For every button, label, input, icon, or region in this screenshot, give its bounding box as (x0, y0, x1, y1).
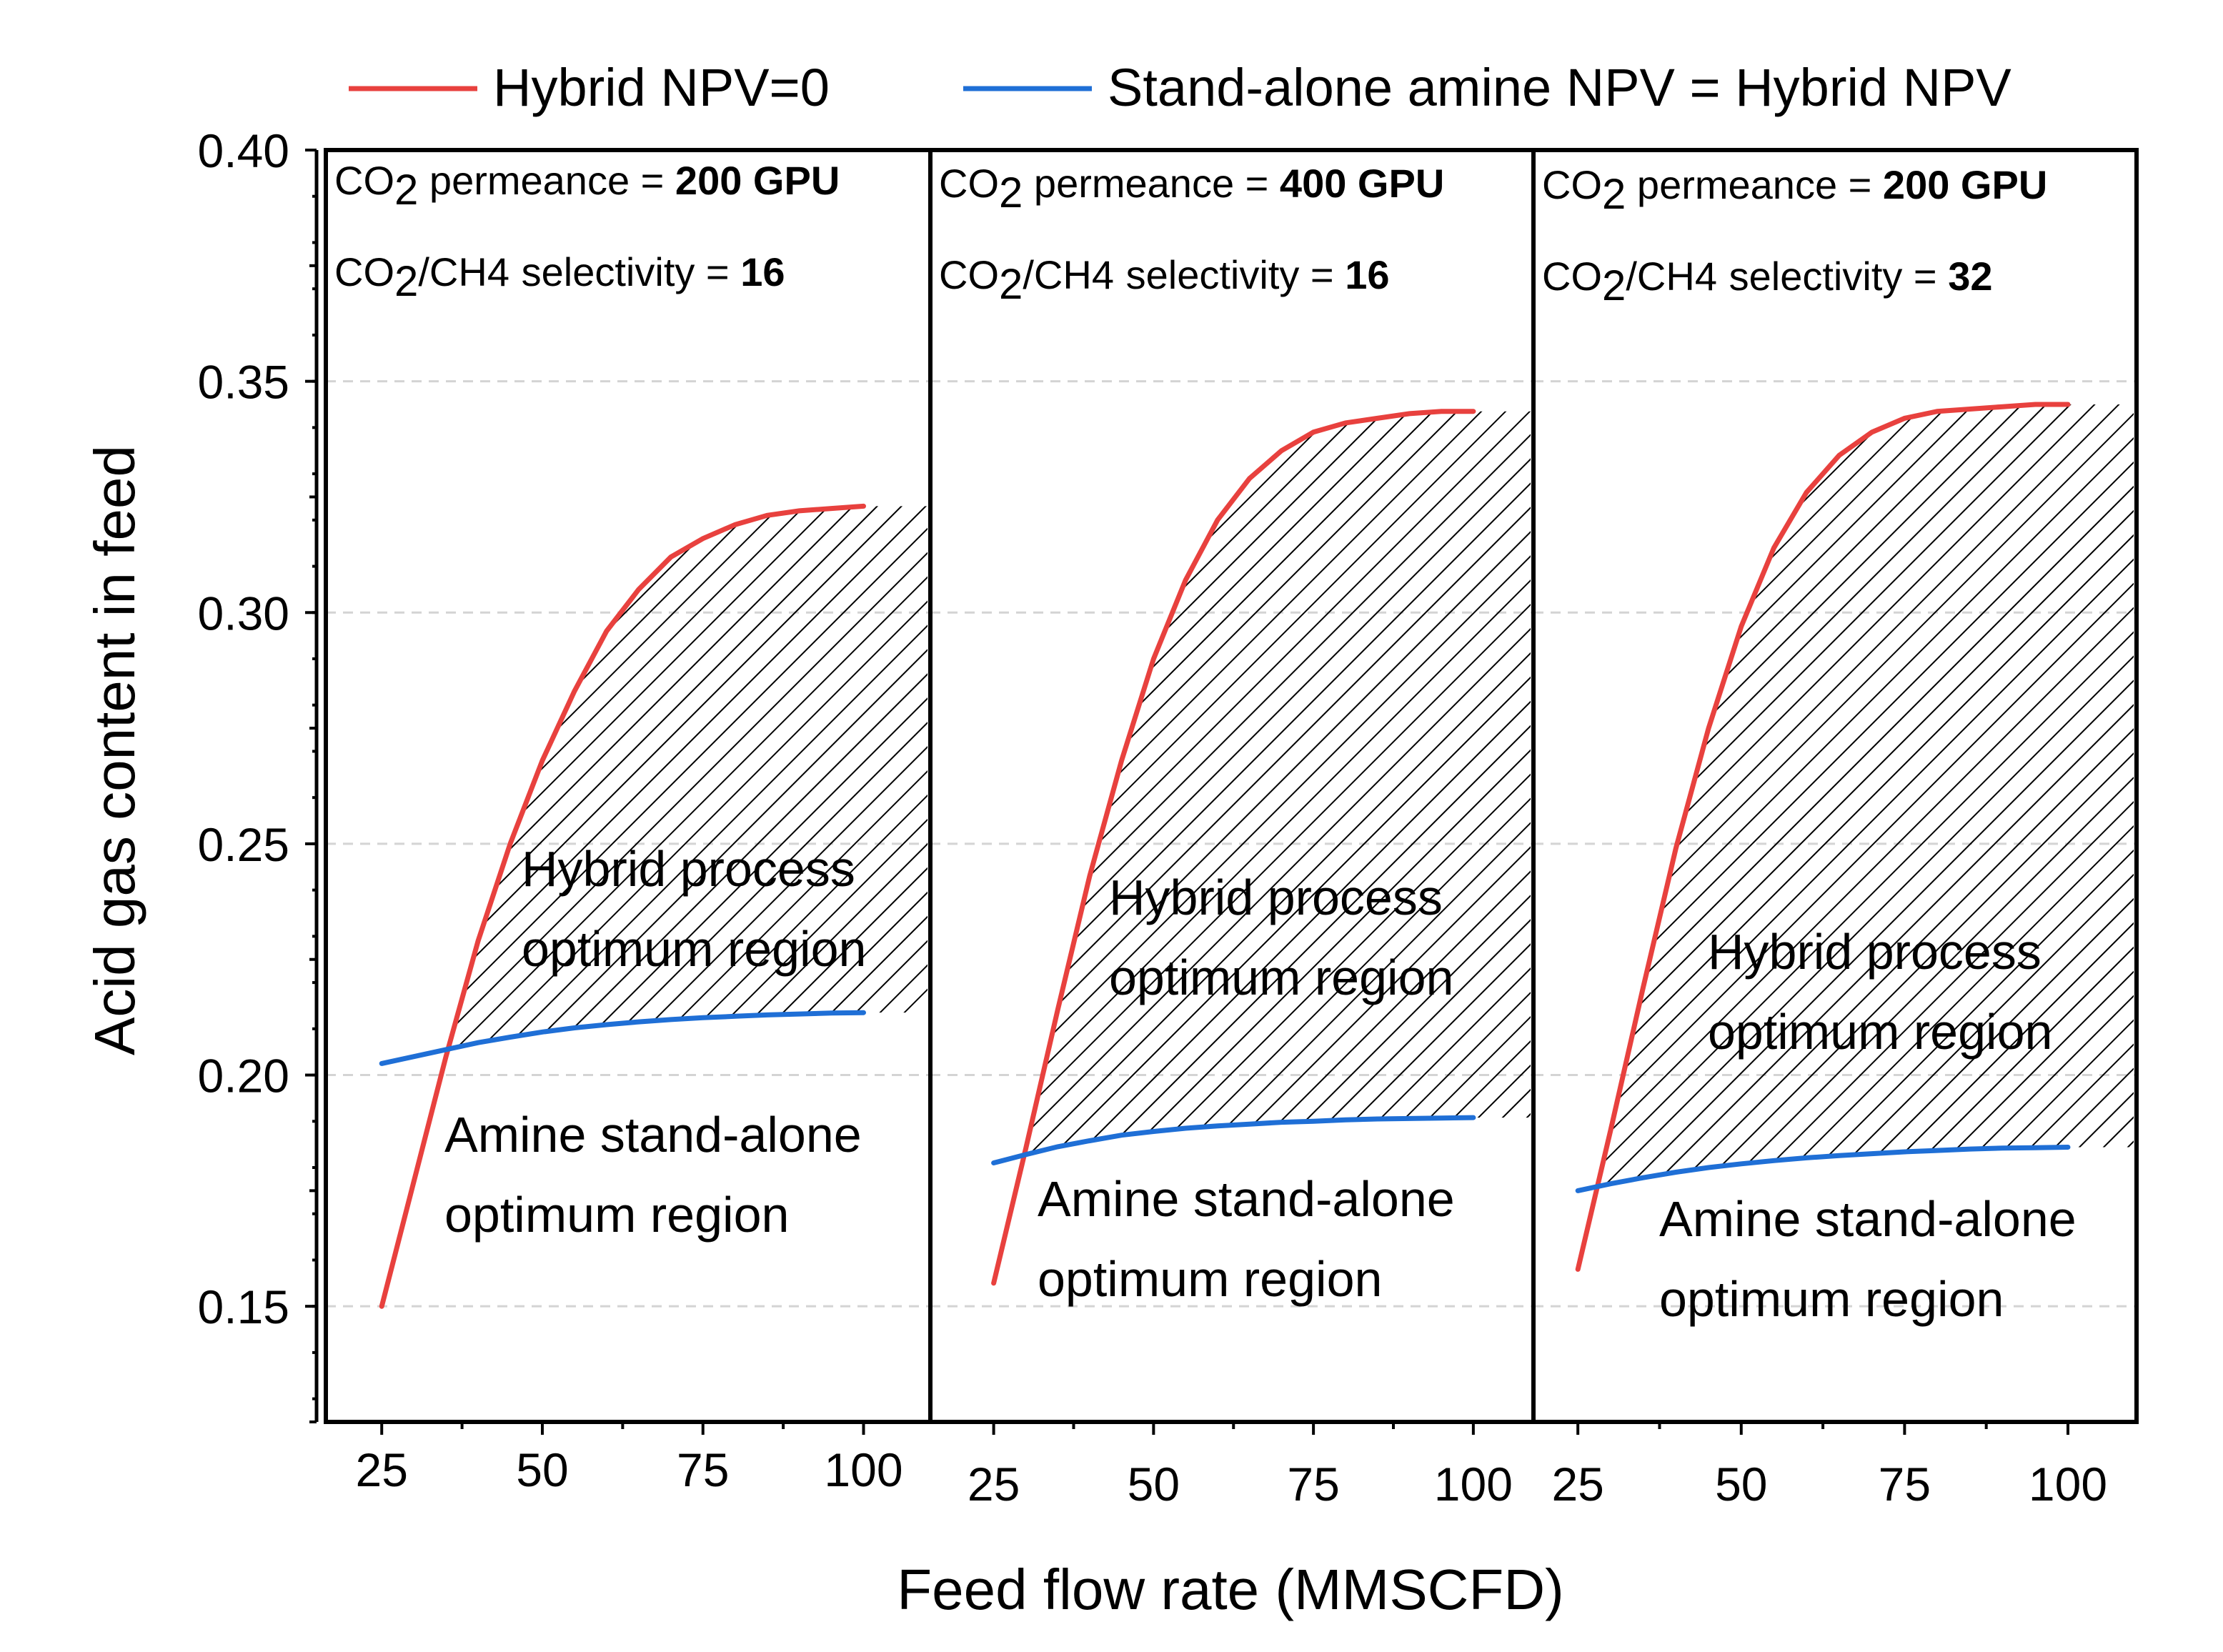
hybrid-npv-zero-line (379, 503, 866, 1309)
x-tick-label: 100 (824, 1443, 902, 1496)
x-tick-label: 50 (516, 1443, 568, 1496)
x-tick-label: 75 (677, 1443, 729, 1496)
hybrid-region-label: optimum region (522, 921, 866, 977)
hybrid-npv-zero-line (991, 409, 1476, 1286)
y-tick-label: 0.35 (198, 356, 289, 409)
permeance-label: CO2 permeance = 200 GPU (334, 158, 840, 214)
y-tick-label: 0.25 (198, 818, 289, 871)
panel-1: 25 50 75 100 CO2 permeance = 200 GPU CO2/CH4 … (324, 148, 933, 1496)
legend-label-amine: Stand-alone amine NPV = Hybrid NPV (1108, 58, 2011, 117)
amine-region-label: optimum region (444, 1187, 789, 1243)
x-tick-label: 100 (1434, 1458, 1513, 1511)
x-tick-label: 50 (1715, 1458, 1767, 1511)
amine-region-label: Amine stand-alone (1038, 1171, 1455, 1227)
permeance-label: CO2 permeance = 400 GPU (939, 161, 1444, 217)
x-tick-label: 100 (2029, 1458, 2107, 1511)
x-tick-label: 25 (356, 1443, 408, 1496)
amine-region-label: Amine stand-alone (444, 1107, 862, 1163)
amine-equal-npv-line (991, 1115, 1476, 1165)
hybrid-npv-zero-line (1575, 402, 2071, 1272)
panels: 25 50 75 100 CO2 permeance = 200 GPU CO2/CH4 … (324, 148, 2139, 1511)
amine-region-label: optimum region (1659, 1271, 2004, 1327)
y-tick-label: 0.15 (198, 1280, 289, 1333)
x-tick-label: 50 (1128, 1458, 1180, 1511)
legend-label-hybrid: Hybrid NPV=0 (493, 58, 830, 117)
x-tick-label: 75 (1879, 1458, 1931, 1511)
y-axis-title: Acid gas content in feed (83, 445, 146, 1055)
amine-equal-npv-line (379, 1010, 866, 1066)
x-axis-title: Feed flow rate (MMSCFD) (897, 1558, 1563, 1621)
legend: Hybrid NPV=0 Stand-alone amine NPV = Hyb… (349, 58, 2011, 117)
panel-frame (1531, 148, 2139, 1424)
permeance-label: CO2 permeance = 200 GPU (1542, 162, 2047, 218)
y-tick-label: 0.30 (198, 587, 289, 640)
x-tick-label: 25 (1551, 1458, 1603, 1511)
x-tick-label: 25 (968, 1458, 1020, 1511)
amine-region-label: Amine stand-alone (1659, 1191, 2077, 1247)
x-tick-label: 75 (1287, 1458, 1339, 1511)
amine-equal-npv-line (1575, 1145, 2071, 1193)
hybrid-region-label: optimum region (1708, 1004, 2052, 1060)
hybrid-optimum-region (1597, 404, 2134, 1187)
y-tick-label: 0.20 (198, 1050, 289, 1103)
amine-region-label: optimum region (1038, 1251, 1382, 1307)
y-tick-label: 0.40 (198, 124, 289, 177)
selectivity-label: CO2/CH4 selectivity = 16 (939, 252, 1390, 308)
hybrid-region-label: Hybrid process (1109, 870, 1443, 925)
hybrid-region-label: Hybrid process (1708, 924, 2042, 980)
y-axis: 0.15 0.20 0.25 0.30 0.35 0.40 (198, 124, 319, 1423)
panel-2: 25 50 75 100 CO2 permeance = 400 GPU CO2/CH4 … (928, 148, 1536, 1511)
hybrid-region-label: optimum region (1109, 950, 1453, 1005)
hybrid-optimum-region (1024, 411, 1531, 1155)
hybrid-optimum-region (447, 506, 928, 1050)
selectivity-label: CO2/CH4 selectivity = 16 (334, 249, 785, 305)
panel-3: 25 50 75 100 CO2 permeance = 200 GPU CO2/CH4 … (1531, 148, 2139, 1511)
selectivity-label: CO2/CH4 selectivity = 32 (1542, 254, 1993, 309)
hybrid-region-label: Hybrid process (522, 841, 855, 897)
